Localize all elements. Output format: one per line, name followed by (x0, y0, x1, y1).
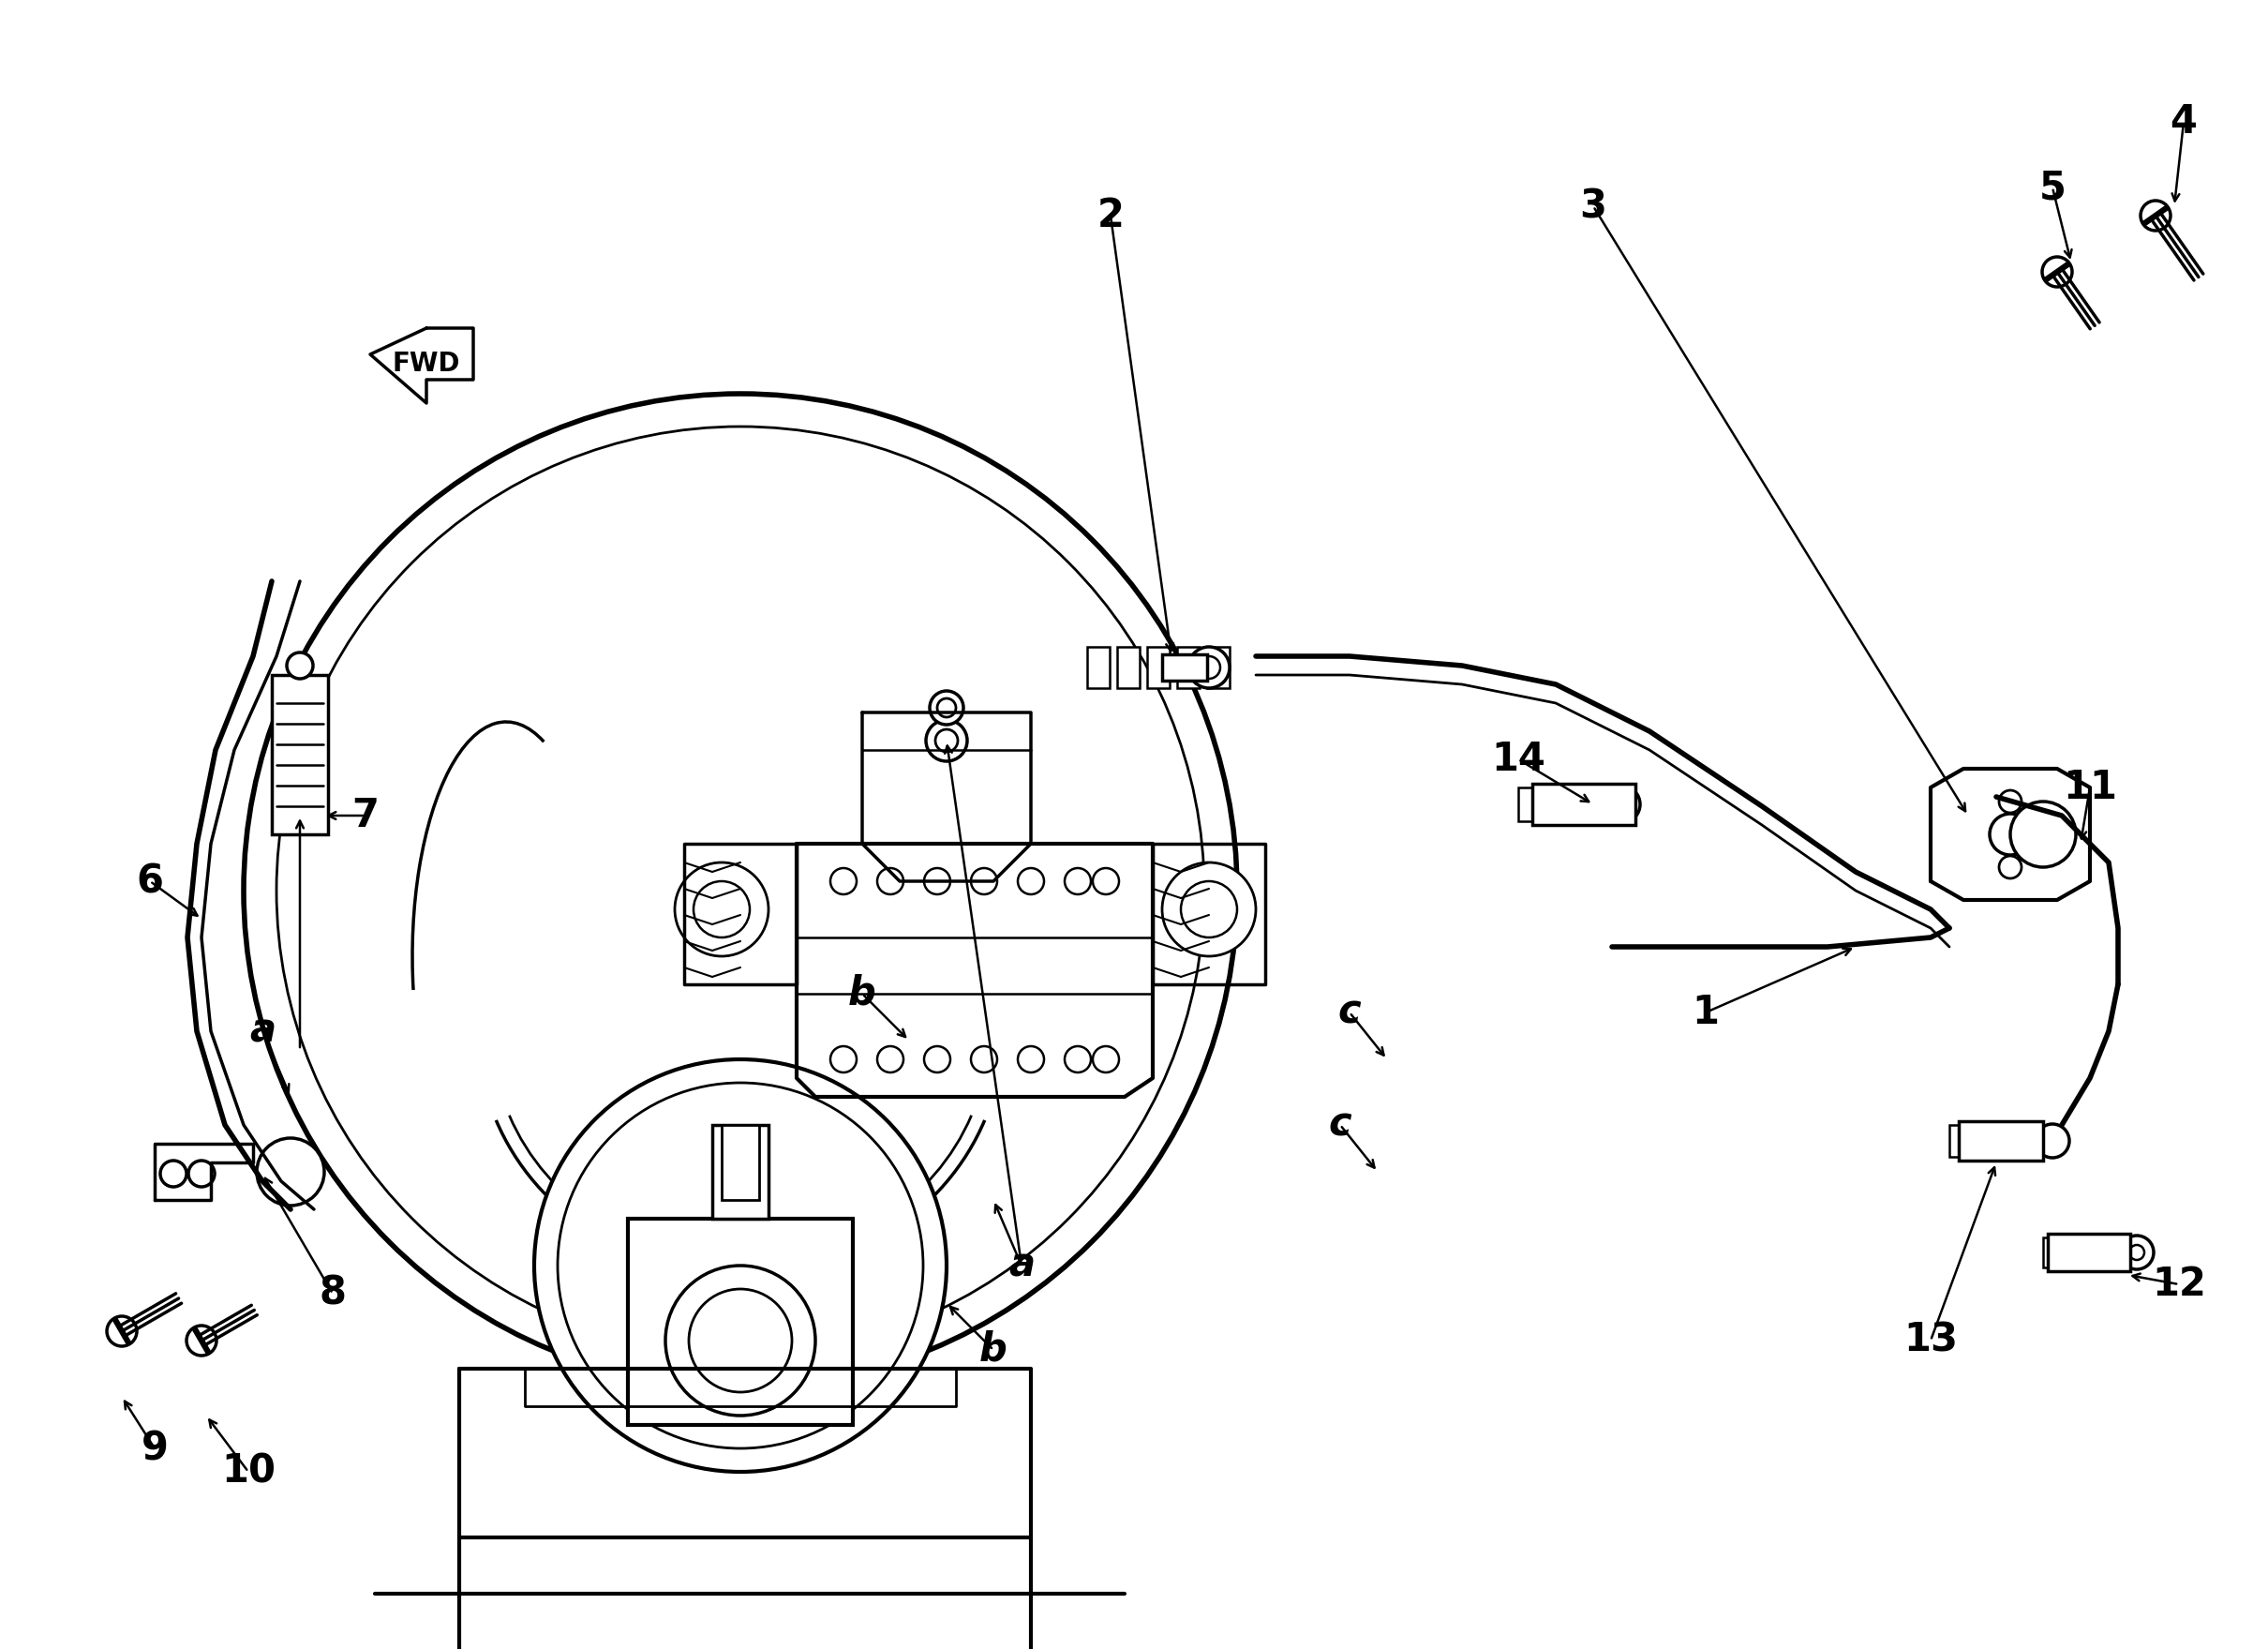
Text: 7: 7 (352, 796, 379, 836)
Text: b: b (980, 1331, 1007, 1370)
Bar (712, 1125, 769, 1219)
Circle shape (535, 1059, 946, 1473)
Circle shape (2009, 801, 2075, 867)
Circle shape (107, 1316, 136, 1346)
Bar (1960, 1121, 2043, 1161)
Text: a: a (1009, 1247, 1034, 1285)
Circle shape (188, 1161, 215, 1187)
Circle shape (830, 867, 857, 894)
Circle shape (676, 862, 769, 956)
Text: 5: 5 (2039, 168, 2066, 208)
Circle shape (665, 1265, 816, 1415)
Circle shape (1093, 1045, 1118, 1072)
Circle shape (694, 881, 751, 938)
Circle shape (937, 699, 955, 717)
Bar (2048, 1233, 2130, 1271)
Bar (1574, 788, 1594, 821)
Bar (1207, 646, 1229, 688)
Bar (1148, 646, 1170, 688)
Circle shape (1064, 867, 1091, 894)
Circle shape (1018, 1045, 1043, 1072)
Circle shape (930, 691, 964, 724)
Text: 14: 14 (1490, 740, 1545, 778)
Circle shape (1998, 856, 2021, 879)
Circle shape (2141, 201, 2170, 231)
Circle shape (1064, 1045, 1091, 1072)
Text: 6: 6 (136, 861, 163, 900)
Circle shape (286, 653, 313, 679)
Text: 10: 10 (222, 1453, 274, 1491)
Circle shape (1188, 646, 1229, 688)
Circle shape (243, 394, 1236, 1387)
Circle shape (689, 1290, 792, 1392)
Circle shape (934, 729, 957, 752)
Bar (2068, 1237, 2089, 1268)
Circle shape (1018, 867, 1043, 894)
Text: c: c (1329, 1105, 1352, 1144)
Circle shape (1613, 795, 1631, 813)
Bar (1978, 1125, 1998, 1158)
Bar (1517, 788, 1540, 821)
Circle shape (1198, 656, 1220, 679)
Bar (2096, 1237, 2114, 1268)
Text: b: b (848, 975, 875, 1014)
Circle shape (1093, 867, 1118, 894)
Circle shape (878, 1045, 903, 1072)
Circle shape (186, 1326, 215, 1355)
Bar (1177, 646, 1200, 688)
Bar (721, 1125, 760, 1200)
Circle shape (971, 1045, 998, 1072)
Text: 2: 2 (1098, 196, 1125, 236)
Circle shape (1998, 790, 2021, 813)
Bar (2043, 1237, 2062, 1268)
Circle shape (1603, 785, 1640, 823)
Circle shape (830, 1045, 857, 1072)
Text: 3: 3 (1579, 186, 1606, 226)
Text: c: c (1338, 993, 1361, 1032)
Circle shape (1989, 813, 2030, 854)
Circle shape (256, 1138, 324, 1205)
Text: 8: 8 (320, 1275, 347, 1313)
Circle shape (971, 867, 998, 894)
Text: 12: 12 (2152, 1265, 2207, 1304)
Circle shape (925, 721, 966, 762)
Bar (1086, 646, 1109, 688)
Circle shape (1182, 881, 1236, 938)
Text: a: a (249, 1011, 277, 1050)
Circle shape (923, 867, 950, 894)
Text: FWD: FWD (392, 351, 460, 378)
Circle shape (277, 427, 1204, 1354)
Circle shape (558, 1083, 923, 1448)
Bar (272, 674, 329, 834)
Circle shape (923, 1045, 950, 1072)
Circle shape (878, 867, 903, 894)
Text: 1: 1 (1692, 993, 1719, 1032)
Bar (628, 1219, 853, 1425)
Circle shape (2037, 1125, 2068, 1158)
Circle shape (2130, 1245, 2143, 1260)
Circle shape (2041, 257, 2073, 287)
Text: 4: 4 (2170, 102, 2198, 142)
Text: 9: 9 (141, 1428, 168, 1468)
Bar (1547, 788, 1567, 821)
Bar (2005, 1125, 2025, 1158)
Bar (1161, 655, 1207, 681)
Circle shape (161, 1161, 186, 1187)
Circle shape (2121, 1235, 2155, 1270)
Bar (1950, 1125, 1971, 1158)
Bar (1533, 783, 1635, 824)
Text: 13: 13 (1903, 1321, 1957, 1360)
Text: 11: 11 (2064, 768, 2116, 806)
Bar (1118, 646, 1139, 688)
Circle shape (1161, 862, 1256, 956)
Bar (1603, 788, 1624, 821)
